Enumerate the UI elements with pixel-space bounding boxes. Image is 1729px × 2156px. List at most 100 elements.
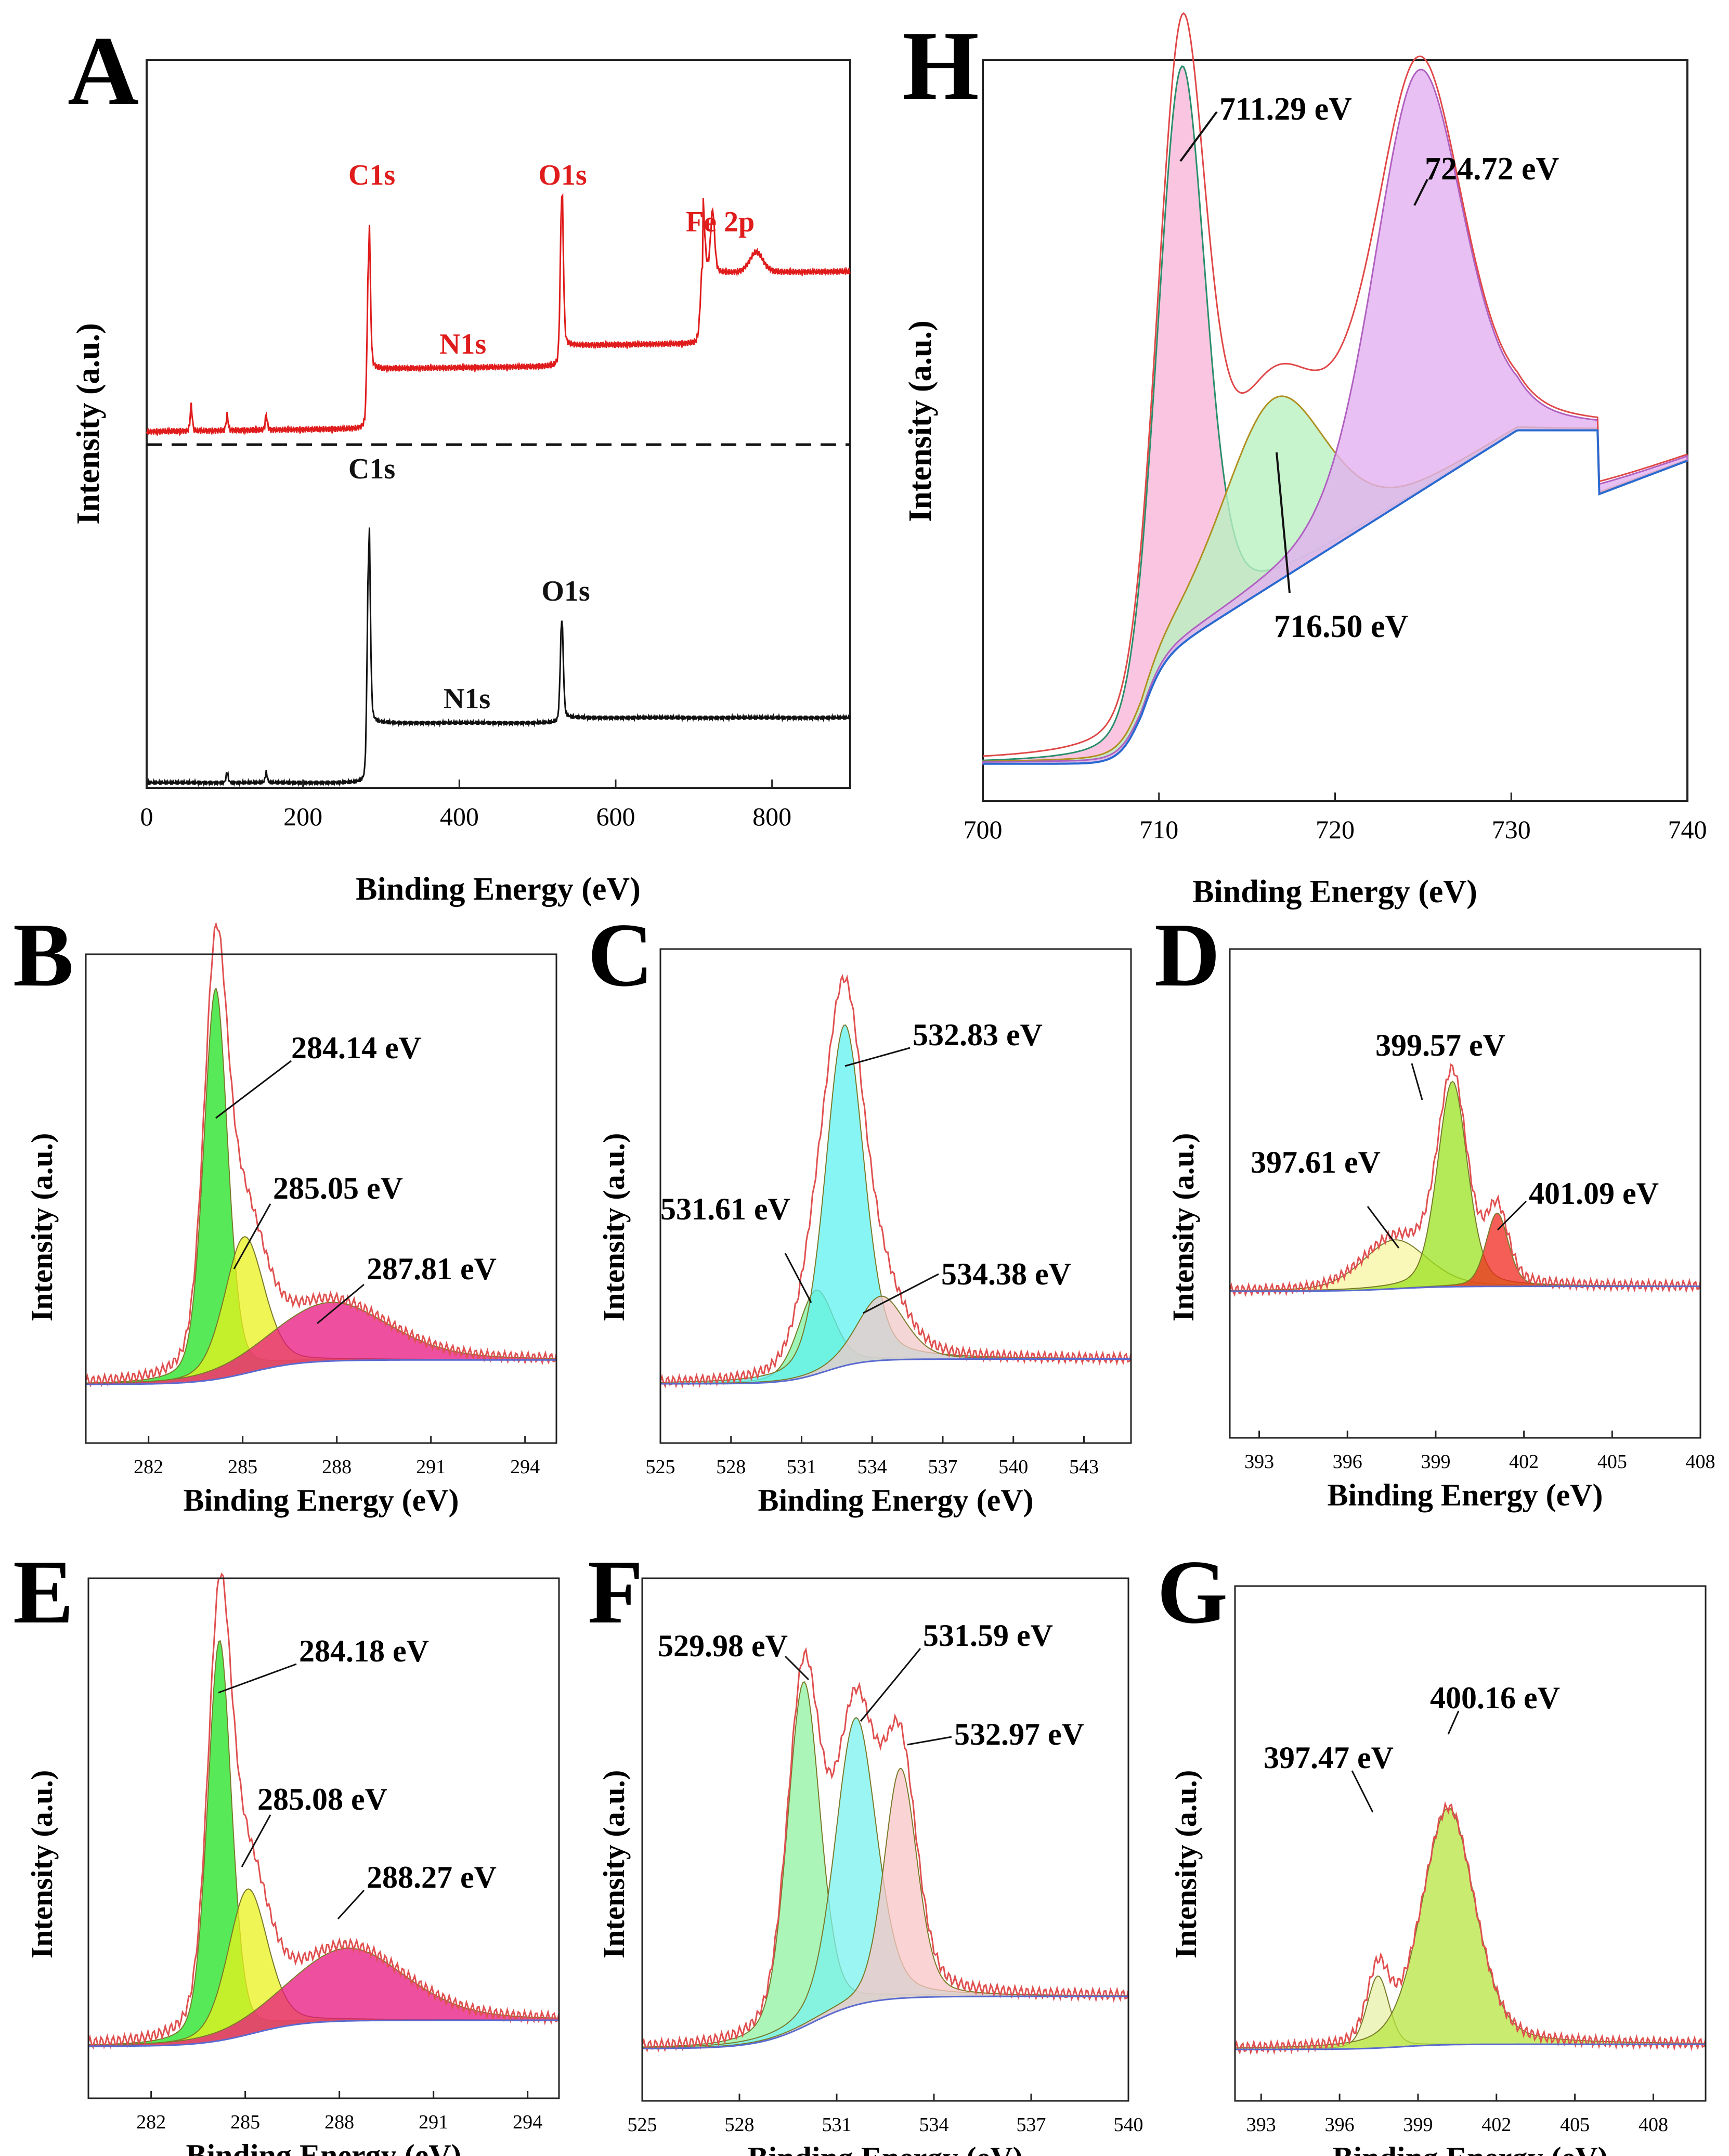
panel-b-tick-label: 282 bbox=[134, 1456, 163, 1478]
panel-d-tick-label: 405 bbox=[1597, 1451, 1627, 1473]
panel-f-tick-label: 537 bbox=[1017, 2114, 1046, 2136]
panel-h-letter: H bbox=[902, 11, 979, 121]
a-top-label-o1s: O1s bbox=[538, 159, 587, 191]
panel-d-tick-label: 408 bbox=[1686, 1451, 1715, 1473]
panel-d-frame bbox=[1229, 948, 1701, 1439]
panel-c-tick-label: 540 bbox=[998, 1456, 1028, 1478]
panel-g-arrow-1 bbox=[1447, 1710, 1460, 1735]
panel-f-tick-label: 525 bbox=[628, 2114, 657, 2136]
panel-g-tick-label: 408 bbox=[1639, 2114, 1668, 2136]
panel-g-frame bbox=[1234, 1585, 1707, 2102]
panel-e-xlabel: Binding Energy (eV) bbox=[186, 2138, 461, 2156]
panel-g-peak-label-1: 400.16 eV bbox=[1430, 1681, 1560, 1715]
panel-f-arrow-1 bbox=[784, 1655, 810, 1681]
panel-c: C 525 528 531 534 537 540 543 Binding Energy (eV… bbox=[588, 904, 1132, 1517]
h-xtick-label: 740 bbox=[1668, 815, 1707, 844]
panel-e-peak-label-3: 288.27 eV bbox=[367, 1860, 497, 1894]
panel-e-tick-label: 288 bbox=[324, 2111, 354, 2133]
panel-a: A 0 200 400 600 800 Binding Energy (eV) Inte… bbox=[68, 17, 851, 907]
panel-f: F 525 528 531 534 537 540 Binding Energy (eV) In… bbox=[588, 1541, 1143, 2156]
a-xtick-label: 400 bbox=[440, 802, 479, 831]
panel-c-tick-label: 543 bbox=[1069, 1456, 1099, 1478]
a-top-label-c1s: C1s bbox=[348, 159, 395, 191]
panel-b-arrow-1 bbox=[215, 1060, 292, 1119]
panel-g-baseline bbox=[1235, 2043, 1706, 2050]
panel-e-frame bbox=[87, 1577, 560, 2099]
h-xtick-label: 710 bbox=[1139, 815, 1178, 844]
h-peak-label-1: 711.29 eV bbox=[1219, 92, 1352, 127]
panel-d-peak-label-1: 399.57 eV bbox=[1375, 1028, 1505, 1062]
panel-g: G 393 396 399 402 405 408 Binding Energy (eV) In… bbox=[1157, 1541, 1707, 2156]
panel-f-ylabel: Intensity (a.u.) bbox=[597, 1770, 631, 1959]
panel-c-ylabel: Intensity (a.u.) bbox=[597, 1133, 631, 1322]
a-bottom-label-n1s: N1s bbox=[444, 683, 490, 715]
a-bottom-label-o1s: O1s bbox=[541, 575, 590, 607]
panel-c-xlabel: Binding Energy (eV) bbox=[758, 1483, 1033, 1517]
panel-f-xlabel: Binding Energy (eV) bbox=[747, 2141, 1023, 2156]
panel-f-tick-label: 540 bbox=[1114, 2114, 1143, 2136]
panel-e-letter: E bbox=[13, 1541, 74, 1642]
panel-f-peak-label-3: 532.97 eV bbox=[954, 1717, 1084, 1751]
panel-d-tick-label: 393 bbox=[1244, 1451, 1274, 1473]
panel-b-peak-label-3: 287.81 eV bbox=[367, 1252, 497, 1286]
panel-f-tick-label: 534 bbox=[919, 2114, 949, 2136]
panel-a-frame bbox=[146, 59, 851, 789]
panel-a-xlabel: Binding Energy (eV) bbox=[356, 872, 641, 907]
panel-h-ylabel: Intensity (a.u.) bbox=[903, 320, 938, 522]
panel-d-arrow-1 bbox=[1411, 1063, 1423, 1100]
panel-d-xlabel: Binding Energy (eV) bbox=[1327, 1478, 1603, 1512]
panel-b-frame bbox=[85, 953, 557, 1444]
a-xtick-label: 600 bbox=[596, 802, 635, 831]
panel-g-tick-label: 393 bbox=[1246, 2114, 1276, 2136]
panel-f-baseline bbox=[642, 1995, 1128, 2049]
h-component-2 bbox=[982, 395, 1688, 765]
panel-g-letter: G bbox=[1157, 1541, 1228, 1642]
panel-d-peak-label-3: 401.09 eV bbox=[1529, 1176, 1659, 1211]
panel-e-arrow-2 bbox=[241, 1814, 271, 1867]
panel-b-peak-label-2: 285.05 eV bbox=[273, 1171, 403, 1205]
panel-e-arrow-1 bbox=[218, 1663, 297, 1694]
panel-b-arrow-2 bbox=[233, 1203, 271, 1269]
panel-c-letter: C bbox=[588, 904, 653, 1005]
panel-g-tick-label: 402 bbox=[1481, 2114, 1511, 2136]
a-xtick-label: 0 bbox=[140, 802, 153, 831]
h-xtick-label: 730 bbox=[1492, 815, 1531, 844]
panel-c-peak-label-1: 532.83 eV bbox=[913, 1018, 1043, 1052]
h-arrow-3 bbox=[1276, 452, 1291, 593]
panel-b-component-3 bbox=[85, 1302, 557, 1385]
panel-h: H 700 710 720 730 740 Binding Energy (eV) In… bbox=[902, 11, 1707, 910]
panel-a-letter: A bbox=[68, 17, 139, 126]
panel-b-tick-label: 285 bbox=[228, 1456, 257, 1478]
panel-b-xlabel: Binding Energy (eV) bbox=[183, 1483, 459, 1517]
panel-g-tick-label: 405 bbox=[1560, 2114, 1590, 2136]
h-callout-arrows bbox=[1179, 111, 1428, 593]
panel-b-tick-label: 291 bbox=[416, 1456, 446, 1478]
h-peak-label-2: 724.72 eV bbox=[1425, 151, 1559, 187]
panel-e-peak-label-1: 284.18 eV bbox=[299, 1634, 429, 1668]
panel-b-arrow-3 bbox=[317, 1283, 365, 1324]
panel-g-tick-label: 399 bbox=[1403, 2114, 1433, 2136]
panel-e-baseline bbox=[88, 2019, 559, 2047]
panel-c-tick-label: 528 bbox=[716, 1456, 746, 1478]
panel-f-letter: F bbox=[588, 1541, 643, 1642]
a-xtick-label: 800 bbox=[752, 802, 791, 831]
panel-b-baseline bbox=[86, 1359, 556, 1385]
panel-d-envelope bbox=[1229, 1063, 1701, 1297]
panel-c-arrow-1 bbox=[844, 1047, 911, 1067]
panel-h-plot bbox=[982, 12, 1688, 765]
panel-c-tick-label: 534 bbox=[857, 1456, 887, 1478]
panel-d: D 393 396 399 402 405 408 Binding Energy (eV) In… bbox=[1154, 904, 1715, 1512]
panel-c-tick-label: 537 bbox=[928, 1456, 958, 1478]
panel-e: E 282 285 288 291 294 Binding Energy (eV) Inten… bbox=[13, 1541, 560, 2156]
panel-a-ylabel: Intensity (a.u.) bbox=[71, 323, 106, 525]
h-arrow-2 bbox=[1413, 179, 1428, 206]
panel-d-letter: D bbox=[1154, 904, 1220, 1005]
panel-g-peak-label-2: 397.47 eV bbox=[1264, 1741, 1394, 1775]
panel-f-arrow-2 bbox=[860, 1648, 921, 1722]
panel-e-tick-label: 291 bbox=[419, 2111, 448, 2133]
panel-d-tick-label: 399 bbox=[1421, 1451, 1450, 1473]
h-xtick-label: 700 bbox=[964, 815, 1003, 844]
panel-d-arrow-3 bbox=[1497, 1200, 1527, 1231]
panel-e-tick-label: 282 bbox=[136, 2111, 166, 2133]
